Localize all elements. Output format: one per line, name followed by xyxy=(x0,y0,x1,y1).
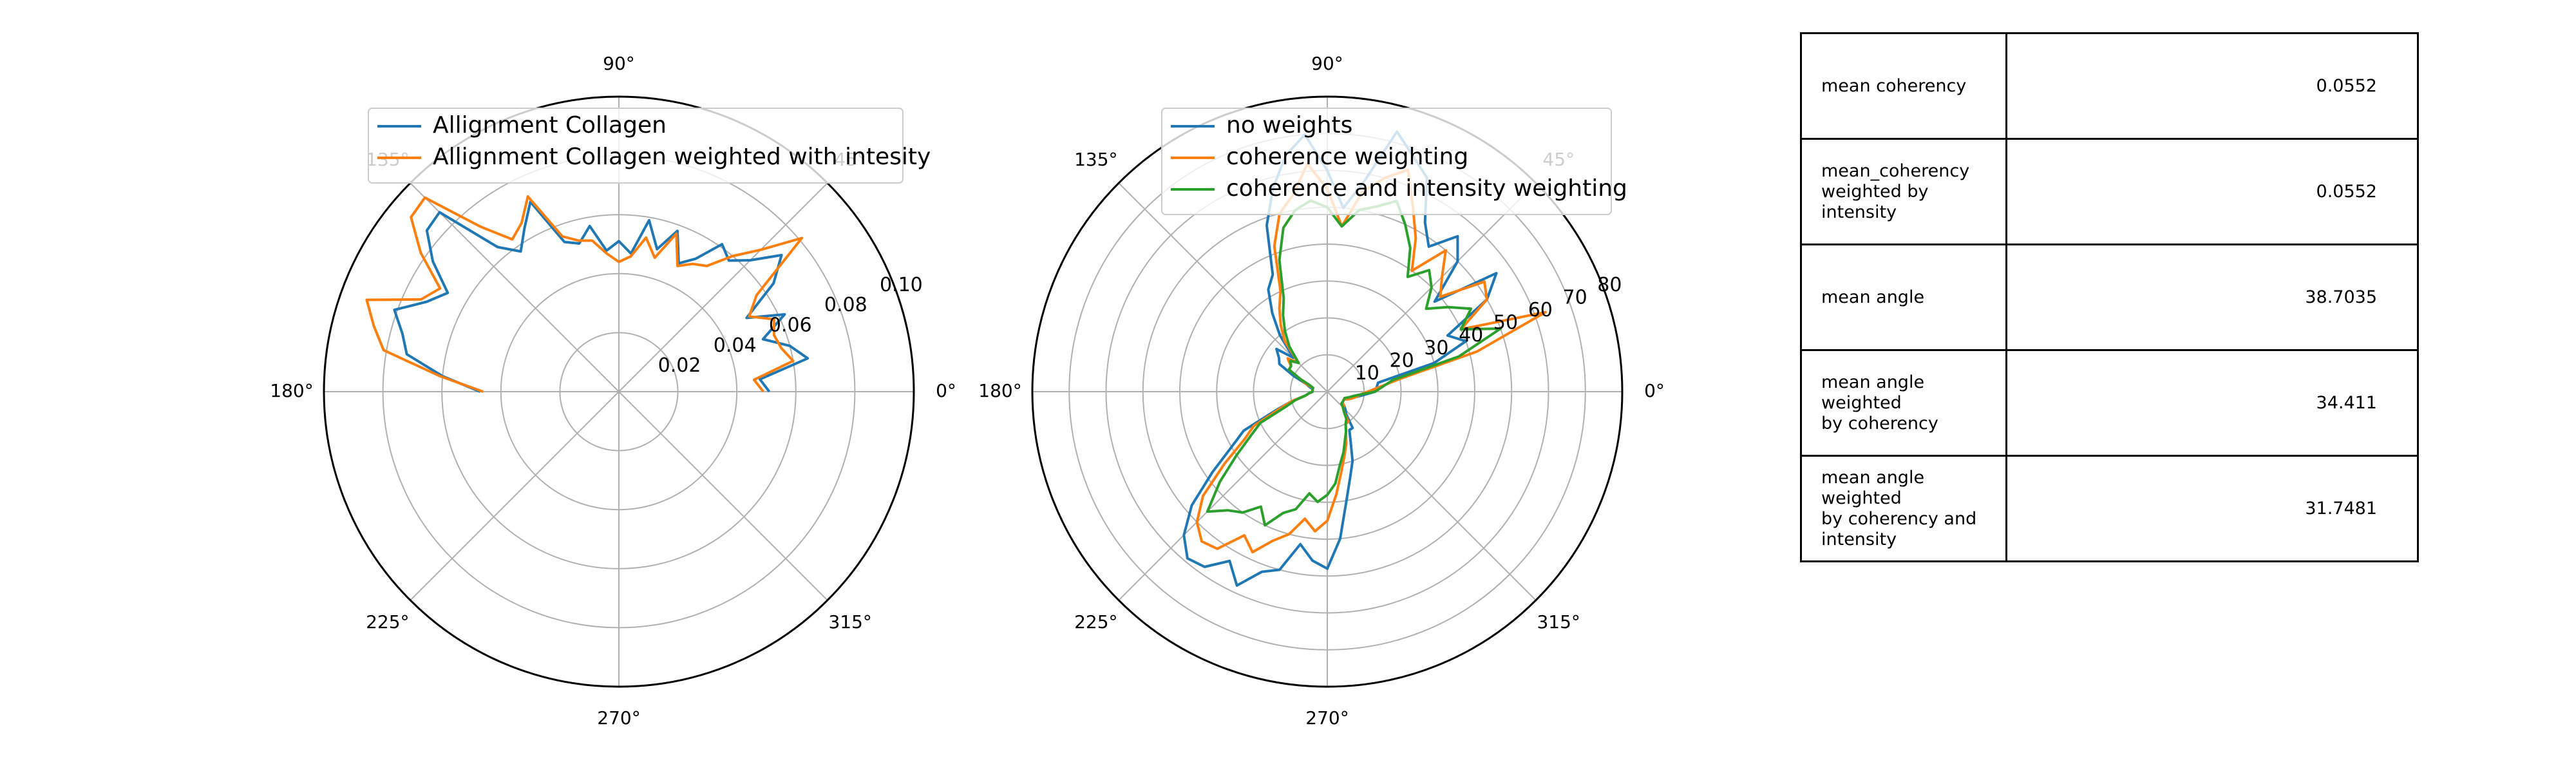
stat-value: 38.7035 xyxy=(2305,287,2377,307)
table-row: mean angle 38.7035 xyxy=(1800,243,2419,351)
stat-value: 0.0552 xyxy=(2316,76,2377,96)
polar-chart-1: 0°45°90°135°180°225°270°315°0.020.040.06… xyxy=(270,53,956,729)
angle-tick-label: 90° xyxy=(603,53,635,74)
legend: no weights coherence weighting coherence a… xyxy=(1161,108,1627,215)
legend: Allignment Collagen Allignment Collagen w… xyxy=(368,108,931,184)
angle-tick-label: 315° xyxy=(828,611,871,633)
radial-tick-label: 30 xyxy=(1424,337,1448,359)
grid-ring xyxy=(1179,243,1475,540)
grid-spoke xyxy=(410,182,620,392)
stats-table: mean coherency 0.0552 mean_coherency wei… xyxy=(1800,32,2419,562)
legend-box xyxy=(1161,108,1612,215)
angle-tick-label: 225° xyxy=(366,611,409,633)
radial-tick-label: 80 xyxy=(1597,274,1622,296)
radial-tick-label: 40 xyxy=(1459,324,1483,347)
radial-tick-label: 0.02 xyxy=(658,354,701,377)
table-row: mean_coherency weighted by intensity 0.0… xyxy=(1800,138,2419,245)
stat-label: mean coherency xyxy=(1821,75,1967,96)
polar-chart-2: 0°45°90°135°180°225°270°315°102030405060… xyxy=(978,53,1665,729)
grid-spoke xyxy=(618,391,828,601)
stat-value: 34.411 xyxy=(2316,393,2377,413)
stat-label: mean angle weighted by coherency xyxy=(1821,372,1938,434)
radial-tick-label: 10 xyxy=(1355,362,1379,385)
angle-tick-label: 315° xyxy=(1537,611,1580,633)
radial-tick-label: 70 xyxy=(1562,286,1587,309)
stat-value: 0.0552 xyxy=(2316,182,2377,202)
polar-frame xyxy=(323,95,915,688)
angle-tick-label: 225° xyxy=(1074,611,1117,633)
radial-tick-label: 50 xyxy=(1493,312,1518,334)
legend-label: no weights xyxy=(1226,112,1352,138)
radial-tick-label: 0.08 xyxy=(824,294,867,316)
series-line xyxy=(365,195,804,393)
radial-tick-label: 0.04 xyxy=(714,334,757,357)
radial-tick-label: 0.10 xyxy=(880,274,923,296)
legend-label: Allignment Collagen weighted with intesi… xyxy=(433,144,931,170)
angle-tick-label: 180° xyxy=(270,380,313,401)
grid-ring xyxy=(1216,280,1439,503)
angle-tick-label: 270° xyxy=(597,707,640,729)
radial-tick-label: 0.06 xyxy=(769,314,812,337)
angle-tick-label: 0° xyxy=(936,380,956,401)
radial-tick-label: 20 xyxy=(1390,349,1414,372)
grid-ring xyxy=(1253,317,1402,466)
grid-ring xyxy=(559,332,679,452)
table-row: mean angle weighted by coherency and int… xyxy=(1800,455,2419,562)
grid-ring xyxy=(500,272,738,511)
stat-label: mean_coherency weighted by intensity xyxy=(1821,160,1970,222)
series-line xyxy=(393,200,810,393)
angle-tick-label: 90° xyxy=(1311,53,1343,74)
grid-ring xyxy=(1289,354,1365,430)
table-row: mean coherency 0.0552 xyxy=(1800,32,2419,140)
grid-spoke xyxy=(618,182,828,392)
angle-tick-label: 270° xyxy=(1305,707,1349,729)
legend-label: coherence and intensity weighting xyxy=(1226,175,1627,202)
polar-frame xyxy=(1031,95,1624,688)
stat-label: mean angle xyxy=(1821,287,1925,307)
radial-tick-label: 60 xyxy=(1528,299,1553,321)
table-row: mean angle weighted by coherency 34.411 xyxy=(1800,349,2419,457)
stat-value: 31.7481 xyxy=(2305,499,2377,519)
legend-box xyxy=(368,108,904,184)
angle-tick-label: 0° xyxy=(1644,380,1665,401)
grid-ring xyxy=(441,214,797,569)
series-line xyxy=(1206,199,1502,527)
angle-tick-label: 180° xyxy=(978,380,1021,401)
legend-label: Allignment Collagen xyxy=(433,112,667,138)
legend-label: coherence weighting xyxy=(1226,144,1468,170)
grid-spoke xyxy=(410,391,620,601)
angle-tick-label: 135° xyxy=(1074,149,1117,170)
stat-label: mean angle weighted by coherency and int… xyxy=(1821,467,1977,549)
